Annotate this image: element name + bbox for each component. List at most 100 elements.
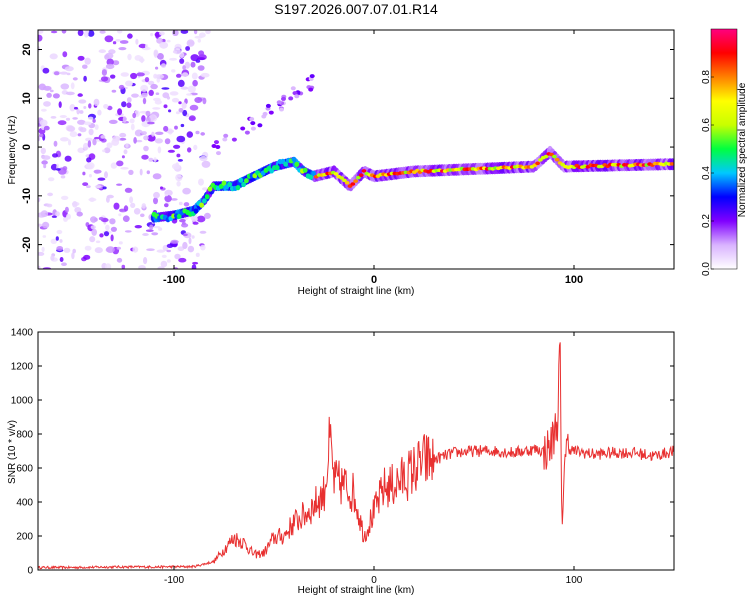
spectrogram-noise-cell (191, 264, 197, 269)
spectrogram-noise-cell (105, 63, 115, 70)
spectrogram-noise-cell (185, 46, 191, 51)
spectrogram-noise-cell (53, 71, 60, 76)
spectrogram-streak-cell (308, 87, 314, 92)
spectrogram-streak-cell (231, 137, 237, 142)
spectrogram-noise-cell (98, 49, 107, 54)
spectrogram-noise-cell (168, 109, 172, 113)
spectrogram-noise-cell (38, 30, 44, 34)
spectrogram-noise-cell (152, 173, 162, 180)
spectrogram-noise-cell (143, 257, 148, 265)
spectrogram-noise-cell (166, 259, 171, 263)
spectrogram-noise-cell (148, 89, 154, 96)
spectrogram-noise-cell (172, 50, 178, 54)
spectrogram-noise-cell (147, 121, 155, 125)
snr-y-tick-label: 400 (16, 498, 33, 509)
spectrogram-streak-cell (249, 117, 255, 121)
spectrogram-noise-cell (65, 91, 75, 96)
spectrogram-noise-cell (95, 240, 101, 244)
spectrogram-noise-cell (110, 226, 117, 232)
spectrogram-noise-cell (177, 79, 185, 87)
spectrogram-y-tick-label: 0 (21, 144, 33, 150)
spectrogram-noise-cell (64, 155, 72, 162)
spectrogram-streak-cell (211, 144, 217, 148)
spectrogram-noise-cell (141, 115, 146, 123)
spectrogram-noise-cell (156, 249, 165, 253)
spectrogram-noise-cell (169, 91, 179, 96)
spectrogram-noise-cell (116, 160, 124, 167)
spectrogram-noise-cell (41, 160, 48, 165)
spectrogram-noise-cell (55, 168, 61, 171)
spectrogram-noise-cell (59, 239, 63, 243)
spectrogram-noise-cell (60, 83, 70, 90)
spectrogram-streak-cell (290, 86, 296, 91)
spectrogram-noise-cell (42, 67, 50, 74)
spectrogram-noise-cell (124, 230, 132, 233)
spectrogram-y-axis: -20 -10 0 10 20 (21, 43, 33, 252)
spectrogram-noise-cell (122, 116, 127, 123)
spectrogram-noise-cell (142, 233, 149, 236)
spectrogram-noise-cell (192, 79, 198, 87)
spectrogram-noise-cell (175, 111, 180, 115)
spectrogram-noise-cell (132, 246, 139, 253)
spectrogram-noise-cell (140, 213, 145, 218)
spectrogram-noise-cell (105, 224, 110, 231)
spectrogram-noise-cell (100, 135, 106, 139)
spectrogram-ridge-core (193, 208, 199, 214)
spectrogram-noise-cell (177, 159, 183, 162)
spectrogram-noise-cell (106, 58, 114, 66)
spectrogram-noise-cell (59, 257, 64, 262)
spectrogram-noise-cell (42, 235, 47, 238)
spectrogram-noise-cell (118, 213, 122, 217)
spectrogram-noise-cell (77, 55, 85, 61)
spectrogram-noise-cell (77, 93, 83, 97)
snr-y-tick-label: 1200 (11, 362, 34, 373)
spectrogram-ridge-core (176, 213, 182, 219)
spectrogram-noise-cell (72, 77, 78, 81)
spectrogram-noise-cell (110, 74, 116, 79)
spectrogram-noise-cell (182, 233, 188, 237)
spectrogram-noise-cell (67, 139, 72, 146)
spectrogram-noise-cell (102, 186, 107, 190)
spectrogram-noise-cell (46, 92, 52, 98)
snr-y-tick-label: 800 (16, 430, 33, 441)
spectrogram-noise-cell (106, 142, 113, 149)
spectrogram-noise-cell (99, 30, 106, 34)
spectrogram-noise-cell (92, 118, 96, 123)
spectrogram-noise-cell (131, 93, 139, 98)
spectrogram-noise-cell (43, 85, 52, 91)
spectrogram-noise-cell (50, 238, 57, 244)
spectrogram-noise-cell (60, 195, 69, 200)
spectrogram-noise-cell (160, 186, 163, 189)
spectrogram-noise-cell (76, 108, 80, 115)
spectrogram-noise-cell (167, 149, 175, 153)
spectrogram-noise-cell (163, 104, 168, 109)
spectrogram-ridge-core (302, 167, 308, 173)
spectrogram-noise-cell (49, 89, 54, 93)
spectrogram-noise-cell (84, 57, 91, 65)
spectrogram-noise-cell (38, 34, 43, 42)
spectrogram-ridge-core (554, 157, 560, 162)
spectrogram-noise-cell (182, 109, 188, 117)
spectrogram-noise-cell (141, 131, 147, 136)
spectrogram-panel: -100 0 100 Height of straight line (km) … (7, 29, 675, 297)
spectrogram-noise-cell (106, 246, 115, 254)
spectrogram-noise-cell (89, 236, 96, 243)
spectrogram-noise-cell (116, 183, 123, 186)
spectrogram-noise-cell (134, 55, 142, 61)
spectrogram-noise-cell (108, 119, 118, 124)
spectrogram-noise-cell (117, 30, 123, 34)
spectrogram-noise-cell (181, 72, 189, 77)
spectrogram-streak-cell (223, 133, 229, 138)
spectrogram-noise-cell (48, 177, 55, 182)
spectrogram-noise-cell (153, 197, 158, 205)
spectrogram-noise-cell (135, 38, 139, 45)
spectrogram-noise-cell (160, 63, 167, 68)
spectrogram-noise-cell (145, 110, 151, 117)
spectrogram-noise-cell (155, 31, 160, 39)
spectrogram-y-tick-label: 20 (21, 43, 33, 55)
spectrogram-streak-cell (294, 94, 300, 99)
spectrogram-noise-cell (188, 115, 196, 122)
spectrogram-noise-cell (177, 246, 185, 251)
spectrogram-noise-cell (110, 234, 114, 242)
